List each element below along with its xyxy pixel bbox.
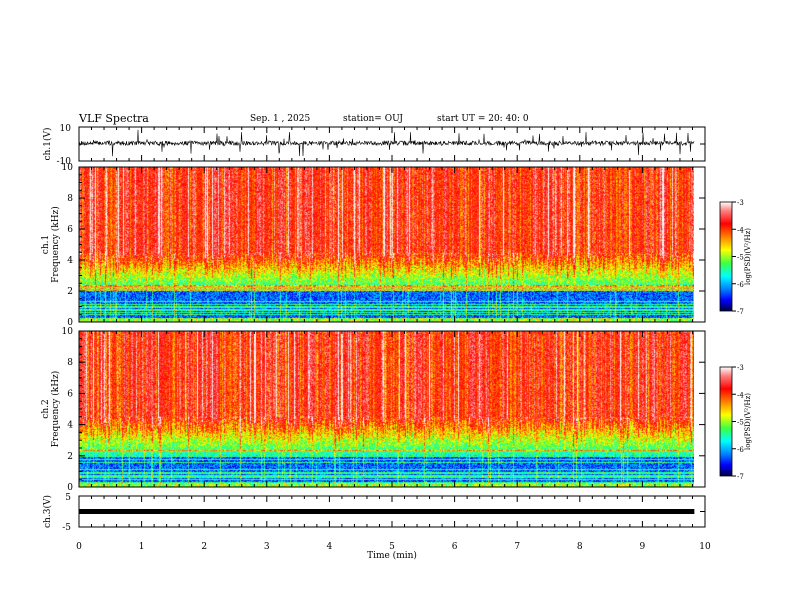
ch1-spectrogram-ytick-label: 10: [62, 163, 74, 173]
ch3-waveform-trace: [79, 509, 695, 514]
station-label: station= OUJ: [343, 114, 404, 124]
ch1-spectrogram-colorbar-label: log(PSD)(V²/Hz): [744, 228, 752, 285]
ch1-spectrogram-colorbar-tick-label: -3: [737, 199, 744, 207]
ch2-spectrogram-ytick-label: 0: [67, 483, 73, 493]
ch1-spectrogram-ytick-label: 0: [67, 318, 73, 328]
ch1-waveform-ytick-label-bottom: -10: [57, 157, 72, 167]
ch2-spectrogram-ytick-label: 6: [67, 389, 73, 399]
ch2-spectrogram-ytick-label: 2: [67, 452, 73, 462]
ch2-spectrogram-colorbar-tick-label: -6: [737, 446, 744, 454]
ch1-spectrogram-colorbar-tick-label: -5: [737, 254, 744, 262]
start-time-label: start UT = 20: 40: 0: [437, 114, 529, 124]
time-axis-tick-label: 1: [139, 542, 145, 552]
ch1-waveform-ylabel: ch.1(V): [42, 128, 53, 161]
figure-title: VLF Spectra: [79, 112, 149, 125]
ch1-spectrogram-colorbar-tick-label: -4: [737, 226, 744, 234]
ch2-spectrogram-ytick-label: 10: [62, 327, 74, 337]
ch1-spectrogram-colorbar-tick-label: -7: [737, 308, 744, 316]
ch2-spectrogram-colorbar-tick-label: -4: [737, 391, 744, 399]
ch1-spectrogram-ytick-label: 8: [67, 194, 73, 204]
ch1-spectrogram-image: [79, 167, 694, 322]
ch1-spectrogram-ytick-label: 2: [67, 287, 73, 297]
ch1-spectrogram-colorbar: [719, 201, 733, 312]
ch2-spectrogram-colorbar: [719, 366, 733, 477]
time-axis-tick-label: 5: [389, 542, 395, 552]
ch1-spectrogram-ylabel: Frequency (kHz): [50, 206, 61, 283]
ch2-spectrogram-colorbar-label: log(PSD)(V²/Hz): [744, 393, 752, 450]
time-axis-tick-label: 10: [699, 542, 711, 552]
time-axis-tick-label: 7: [514, 542, 520, 552]
ch2-spectrogram-image: [79, 331, 694, 487]
time-axis-tick-label: 0: [76, 542, 82, 552]
time-axis-tick-label: 6: [452, 542, 458, 552]
time-axis-label: Time (min): [367, 550, 417, 561]
date-label: Sep. 1 , 2025: [250, 114, 311, 124]
ch1-waveform-ytick-label-top: 10: [60, 124, 72, 134]
ch2-spectrogram-ytick-label: 8: [67, 358, 73, 368]
ch2-spectrogram-ylabel: Frequency (kHz): [50, 371, 61, 448]
ch1-spectrogram-colorbar-tick-label: -6: [737, 281, 744, 289]
time-axis-tick-label: 3: [264, 542, 270, 552]
ch2-spectrogram-ylabel-channel: ch.2: [41, 399, 51, 418]
ch1-waveform-trace: [78, 129, 695, 157]
ch1-spectrogram-ytick-label: 4: [67, 256, 73, 266]
ch1-spectrogram-ylabel-channel: ch.1: [41, 235, 51, 254]
ch1-spectrogram-ytick-label: 6: [67, 225, 73, 235]
time-axis-tick-label: 4: [327, 542, 333, 552]
ch3-waveform-ytick-label-top: 5: [65, 493, 71, 503]
ch2-spectrogram-colorbar-tick-label: -5: [737, 419, 744, 427]
ch3-waveform-ylabel: ch.3(V): [42, 495, 53, 528]
time-axis-tick-label: 2: [201, 542, 207, 552]
time-axis-tick-label: 8: [577, 542, 583, 552]
time-axis-tick-label: 9: [640, 542, 646, 552]
ch3-waveform-ytick-label-bottom: -5: [62, 523, 71, 533]
ch2-spectrogram-ytick-label: 4: [67, 421, 73, 431]
ch2-spectrogram-colorbar-tick-label: -3: [737, 364, 744, 372]
ch2-spectrogram-colorbar-tick-label: -7: [737, 473, 744, 481]
